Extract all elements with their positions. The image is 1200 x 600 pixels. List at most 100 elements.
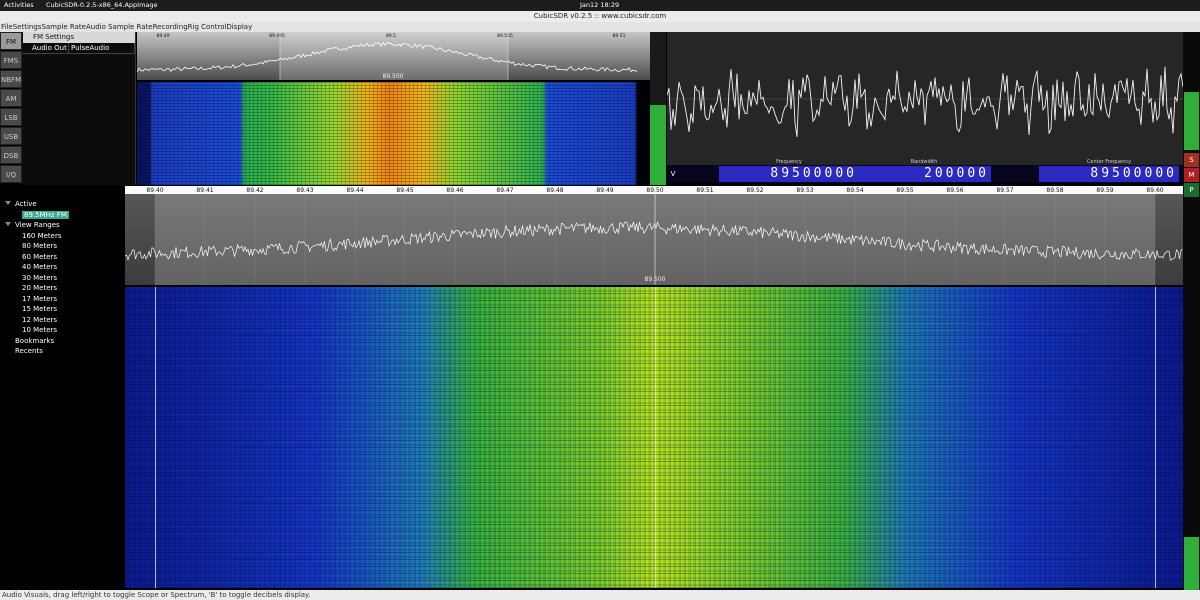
mode-button[interactable]: FM xyxy=(0,32,22,50)
side-button[interactable]: M xyxy=(1184,168,1199,182)
field-value[interactable]: 89500000 xyxy=(719,166,859,182)
gain-meter[interactable] xyxy=(650,105,666,185)
mode-button[interactable]: DSB xyxy=(0,146,22,164)
tick-label: 89.45 xyxy=(396,187,413,194)
meter-bg xyxy=(650,32,666,105)
settings-cell[interactable]: PulseAudio xyxy=(69,43,135,53)
tick-label: 89.41 xyxy=(196,187,213,194)
app-name[interactable]: CubicSDR-0.2.5-x86_64.AppImage xyxy=(46,1,158,9)
passband xyxy=(280,32,508,80)
tick-label: 89.56 xyxy=(946,187,963,194)
menu-bar: FileSettingsSample RateAudio Sample Rate… xyxy=(0,22,1200,32)
tick-label: 89.51 xyxy=(696,187,713,194)
tree-leaf[interactable]: 20 Meters xyxy=(22,284,58,292)
tick-label: 89.52 xyxy=(746,187,763,194)
menu-item[interactable]: Rig Control xyxy=(187,23,227,31)
tick-label: 89.5 xyxy=(386,33,396,39)
activities[interactable]: Activities xyxy=(4,1,34,9)
tick-label: 89.49 xyxy=(157,33,170,39)
tree-leaf[interactable]: 160 Meters xyxy=(22,231,62,240)
mode-button[interactable]: USB xyxy=(0,127,22,145)
tree-leaf[interactable]: 80 Meters xyxy=(22,242,58,250)
window-title: CubicSDR v0.2.5 :: www.cubicsdr.com xyxy=(0,11,1200,22)
tree-node[interactable]: Bookmarks xyxy=(15,336,55,345)
side-button[interactable]: P xyxy=(1184,183,1199,197)
tick-label: 89.44 xyxy=(346,187,363,194)
frequency-display: V Frequency 89500000 Bandwidth 200000 Center… xyxy=(667,159,1183,183)
mode-button[interactable]: I/Q xyxy=(0,165,22,183)
tick-label: 89.47 xyxy=(496,187,513,194)
range-line xyxy=(1155,287,1156,588)
center-label: 89.500 xyxy=(645,276,666,283)
tick-label: 89.42 xyxy=(246,187,263,194)
menu-item[interactable]: Display xyxy=(226,23,253,31)
mode-button[interactable]: V xyxy=(670,170,676,178)
tree-leaf[interactable]: 30 Meters xyxy=(22,273,58,282)
tick-label: 89.60 xyxy=(1146,187,1163,194)
scope[interactable] xyxy=(666,32,1184,165)
center-label: 89.500 xyxy=(383,73,404,80)
settings-cell: Audio Out xyxy=(22,43,69,53)
tick-label: 89.49 xyxy=(596,187,613,194)
tree-leaf[interactable]: 89.5MHz FM xyxy=(22,210,69,219)
top-bar: Activities CubicSDR-0.2.5-x86_64.AppImag… xyxy=(0,0,1200,11)
mode-button[interactable]: NBFM xyxy=(0,70,22,88)
trace xyxy=(666,66,1184,137)
menu-item[interactable]: Settings xyxy=(12,23,42,31)
mini-spectrum[interactable]: 89.49 89.495 89.5 89.505 89.51 89.500 xyxy=(137,32,650,80)
tick-label: 89.48 xyxy=(546,187,563,194)
tree-leaf[interactable]: 10 Meters xyxy=(22,326,58,334)
menu-item[interactable]: Audio Sample Rate xyxy=(85,23,153,31)
trace xyxy=(137,41,638,73)
tick-label: 89.46 xyxy=(446,187,463,194)
clock[interactable]: Jan12 18:29 xyxy=(580,1,620,9)
bookmark-tree: Active 89.5MHz FM View Ranges 160 Meters 80 … xyxy=(0,197,124,590)
settings-rows: Audio Out PulseAudio xyxy=(22,43,135,54)
tick-label: 89.53 xyxy=(796,187,813,194)
mode-button[interactable]: AM xyxy=(0,89,22,107)
tick-label: 89.495 xyxy=(269,33,285,39)
side-button[interactable]: S xyxy=(1184,153,1199,167)
tick-label: 89.40 xyxy=(146,187,163,194)
tick-label: 89.55 xyxy=(896,187,913,194)
tick-label: 89.50 xyxy=(646,187,663,194)
field-value[interactable]: 89500000 xyxy=(1039,166,1179,182)
settings-title[interactable]: FM Settings xyxy=(23,32,135,43)
tree-leaf[interactable]: 12 Meters xyxy=(22,315,58,324)
tree-node[interactable]: View Ranges xyxy=(15,221,60,229)
field-label: Center Frequency xyxy=(1086,159,1132,165)
field-label: Frequency xyxy=(776,159,802,165)
tree-leaf[interactable]: 17 Meters xyxy=(22,294,58,303)
tick-label: 89.57 xyxy=(996,187,1013,194)
spectrum-trace: 89.40 89.41 89.42 89.43 89.44 89.45 89.46 89.47… xyxy=(125,187,1183,285)
mode-button[interactable]: LSB xyxy=(0,108,22,126)
level-meter[interactable] xyxy=(1184,92,1199,150)
expander xyxy=(5,201,11,205)
range-line xyxy=(155,287,156,588)
tree-leaf[interactable]: 60 Meters xyxy=(22,252,58,261)
menu-item[interactable]: File xyxy=(1,23,13,31)
mode-button[interactable]: FMS xyxy=(0,51,22,69)
tree-leaf[interactable]: 40 Meters xyxy=(22,263,58,271)
expander xyxy=(5,222,11,226)
field-value[interactable]: 200000 xyxy=(857,166,991,182)
menu-item[interactable]: Sample Rate xyxy=(41,23,86,31)
spectrum[interactable]: 89.40 89.41 89.42 89.43 89.44 89.45 89.46 89.47… xyxy=(125,186,1183,285)
tick-label: 89.54 xyxy=(846,187,863,194)
tick-label: 89.43 xyxy=(296,187,313,194)
tree-node[interactable]: Recents xyxy=(15,347,43,355)
tick-label: 89.59 xyxy=(1096,187,1113,194)
menu-item[interactable]: Recording xyxy=(152,23,188,31)
trace xyxy=(125,221,1183,261)
settings-row: Audio Out PulseAudio xyxy=(22,43,135,54)
modem-settings: FM Settings Audio Out PulseAudio xyxy=(22,32,136,185)
tree-node[interactable]: Active xyxy=(15,200,37,208)
level-meter[interactable] xyxy=(1184,537,1199,590)
waterfall[interactable] xyxy=(125,287,1183,588)
tick-label: 89.51 xyxy=(613,33,626,39)
center-line xyxy=(655,287,656,588)
field-label: Bandwidth xyxy=(910,159,938,165)
status-bar: Audio Visuals, drag left/right to toggle… xyxy=(0,590,1200,600)
tree-leaf[interactable]: 15 Meters xyxy=(22,305,58,313)
